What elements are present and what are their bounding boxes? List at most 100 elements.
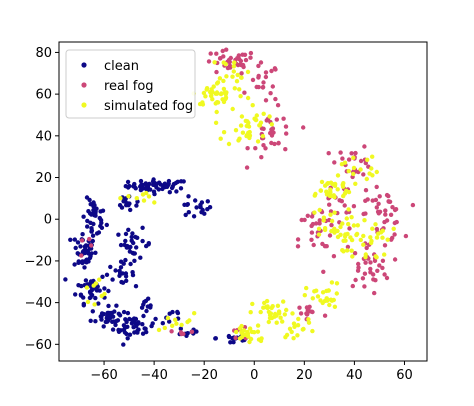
point-simulated-fog [312,289,317,294]
point-simulated-fog [210,89,215,95]
point-simulated-fog [268,311,274,316]
point-real-fog [372,258,378,263]
point-real-fog [178,330,184,335]
point-real-fog [324,244,329,249]
point-clean [104,222,110,228]
point-real-fog [301,125,306,130]
point-clean [102,286,107,291]
point-real-fog [317,218,322,223]
point-simulated-fog [306,320,312,325]
point-simulated-fog [374,235,380,240]
point-simulated-fog [282,312,287,317]
point-simulated-fog [370,226,375,231]
point-real-fog [365,197,370,202]
point-real-fog [214,69,219,75]
point-real-fog [273,96,278,102]
point-simulated-fog [213,91,218,96]
point-real-fog [376,201,381,206]
point-clean [140,238,145,244]
point-simulated-fog [301,326,306,332]
point-clean [226,333,232,339]
point-real-fog [380,265,385,271]
point-simulated-fog [217,76,223,81]
point-clean [79,283,84,289]
point-clean [186,210,191,215]
point-real-fog [264,118,269,123]
point-real-fog [376,211,381,216]
point-clean [87,295,93,301]
point-real-fog [274,117,279,122]
point-clean [126,227,131,232]
point-clean [113,268,118,273]
point-clean [134,203,139,208]
point-clean [88,254,93,259]
point-simulated-fog [328,297,334,302]
point-simulated-fog [239,75,244,80]
point-simulated-fog [221,86,227,92]
point-simulated-fog [280,319,285,324]
point-simulated-fog [234,79,240,84]
point-clean [121,342,126,347]
point-real-fog [239,62,244,68]
point-clean [92,203,97,208]
point-real-fog [388,212,394,217]
y-axis: 80 60 40 20 0 −20 −40 −60 [25,46,59,353]
point-clean [121,309,127,315]
point-simulated-fog [316,226,322,231]
point-simulated-fog [204,87,209,92]
point-real-fog [384,218,390,223]
point-simulated-fog [316,232,322,237]
point-clean [171,181,177,187]
point-real-fog [384,275,390,281]
point-clean [128,207,133,213]
point-clean [141,313,146,319]
point-simulated-fog [362,218,367,223]
point-simulated-fog [320,290,326,295]
point-simulated-fog [238,123,244,128]
point-real-fog [363,260,368,265]
point-simulated-fog [162,325,167,331]
point-clean [175,310,181,316]
point-simulated-fog [335,228,340,234]
point-simulated-fog [358,167,363,172]
point-simulated-fog [342,160,348,165]
point-simulated-fog [315,294,321,299]
point-real-fog [374,226,380,232]
point-simulated-fog [221,130,227,135]
point-simulated-fog [374,169,379,175]
point-clean [193,198,198,203]
point-real-fog [242,90,247,95]
point-simulated-fog [170,323,175,328]
point-real-fog [368,266,373,272]
point-real-fog [382,272,387,277]
point-real-fog [228,65,233,70]
point-clean [144,308,149,314]
point-clean [183,212,188,218]
point-simulated-fog [345,231,350,237]
point-clean [108,264,113,270]
point-simulated-fog [313,191,318,197]
point-clean [106,303,111,309]
point-real-fog [327,233,333,238]
point-real-fog [375,268,380,273]
point-simulated-fog [328,212,333,217]
point-real-fog [242,52,248,57]
point-real-fog [309,230,315,235]
point-real-fog [258,60,264,65]
point-real-fog [362,144,367,149]
point-simulated-fog [270,304,275,309]
y-tick-label: −40 [25,296,52,311]
point-simulated-fog [317,207,322,213]
point-simulated-fog [140,192,146,197]
point-real-fog [79,238,85,243]
point-real-fog [275,103,281,108]
point-simulated-fog [218,136,223,141]
point-simulated-fog [210,97,215,102]
point-simulated-fog [255,329,261,334]
point-clean [125,179,131,185]
point-simulated-fog [141,198,147,203]
point-simulated-fog [345,248,350,253]
point-simulated-fog [232,86,237,91]
point-clean [73,245,78,251]
point-simulated-fog [252,330,257,335]
